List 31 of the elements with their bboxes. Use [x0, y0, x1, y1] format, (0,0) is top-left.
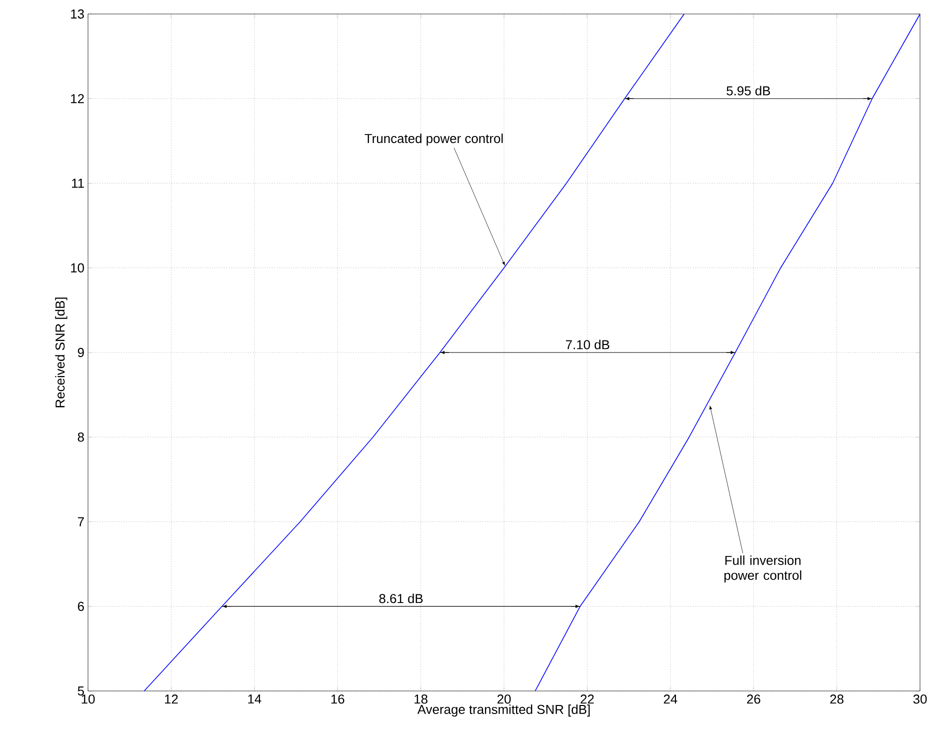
point: [868, 96, 872, 100]
x-tick-label: 30: [913, 694, 927, 704]
x-tick-label: 14: [248, 694, 262, 704]
line-series: [534, 14, 920, 692]
point: [730, 350, 736, 354]
annotation: 8.61 dB: [379, 594, 423, 604]
x-tick-label: 24: [664, 694, 678, 704]
x-tick-label: 18: [414, 694, 428, 704]
y-tick-label: 7: [78, 517, 84, 526]
y-tick-label: 10: [71, 263, 84, 272]
x-tick-label: 20: [497, 694, 511, 704]
y-tick-label: 9: [78, 348, 84, 358]
x-tick-label: 28: [830, 694, 844, 704]
y-tick-label: 6: [78, 602, 84, 611]
x-tick-label: 16: [331, 694, 344, 704]
y-tick-label: 12: [71, 94, 84, 104]
y-axis-title: Received SNR [dB]: [55, 298, 68, 408]
y-tick-label: 5: [78, 686, 84, 696]
y-tick-label: 13: [71, 9, 84, 19]
x-tick-label: 22: [580, 694, 594, 704]
y-tick-label: 8: [78, 432, 84, 442]
y-tick-label: 11: [72, 178, 84, 188]
annotation: 5.95 dB: [726, 86, 770, 96]
x-axis-title: Average transmitted SNR [dB]: [417, 704, 590, 717]
x-tick-label: 12: [164, 694, 178, 704]
x-tick-label: 26: [747, 694, 760, 704]
line-series: [144, 14, 685, 692]
point: [440, 350, 445, 354]
annotation: Truncated power control: [364, 134, 503, 146]
annotation: 7.10 dB: [566, 340, 610, 350]
annotation: Full inversion power control: [724, 555, 802, 582]
